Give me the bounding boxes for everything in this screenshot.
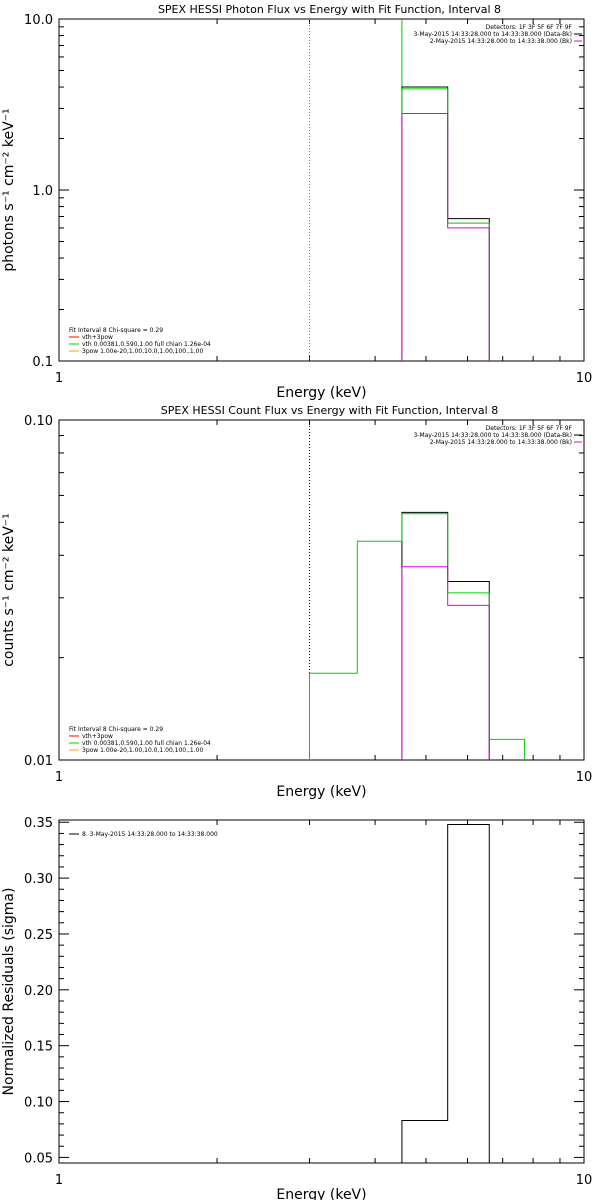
x-tick-label: 10: [576, 1173, 593, 1188]
chart-title: SPEX HESSI Count Flux vs Energy with Fit…: [161, 404, 498, 417]
y-tick-label: 0.15: [24, 1040, 53, 1055]
count-flux-panel: 1 10 0.01 0.10 SPEX HESSI Count Flux vs Ener…: [1, 404, 592, 800]
legend-entry: 3pow 1.00e-20,1.00,10.0,1.00,100.,1.00: [82, 348, 203, 355]
series-green-histogram: [401, 88, 490, 361]
x-tick-label: 1: [55, 371, 63, 386]
x-tick-label: 1: [55, 1173, 63, 1188]
y-tick-label: 10.0: [24, 13, 53, 28]
legend-right: Detectors: 1F 3F 5F 6F 7F 9F3-May-2015 1…: [413, 24, 582, 45]
legend-entry: 3-May-2015 14:33:28.000 to 14:33:38.000 …: [413, 432, 572, 439]
y-axis-label: photons s⁻¹ cm⁻² keV⁻¹: [1, 108, 17, 271]
legend-header: Fit Interval 8 Chi-square = 0.29: [69, 327, 163, 334]
x-tick-label: 1: [55, 770, 63, 785]
legend-right: Detectors: 1F 3F 5F 6F 7F 9F3-May-2015 1…: [413, 425, 582, 446]
legend-left: 8. 3-May-2015 14:33:28.000 to 14:33:38.0…: [69, 831, 218, 838]
series-black-histogram: [401, 823, 490, 1163]
legend-header: Detectors: 1F 3F 5F 6F 7F 9F: [486, 425, 573, 432]
y-tick-label: 0.30: [24, 872, 53, 887]
series-black-histogram: [401, 86, 490, 361]
legend-entry: vth+3pow: [82, 334, 113, 341]
legend-entry: 2-May-2015 14:33:28.000 to 14:33:38.000 …: [430, 38, 572, 45]
legend-entry: vth 0.00381,0.590,1.00 full chian 1.26e-…: [82, 740, 211, 747]
count-flux-data: [308, 420, 525, 760]
y-tick-label: 1.0: [32, 184, 53, 199]
plot-frame: [58, 18, 585, 362]
y-tick-label: 0.25: [24, 928, 53, 943]
plot-frame: [58, 819, 585, 1164]
residuals-data: [401, 823, 490, 1163]
series-magenta-histogram: [401, 113, 490, 361]
residuals-panel: 1 10 0.05 0.10 0.15 0.20 0.25 0.30 0.35 Energy (k…: [1, 816, 592, 1200]
legend-entry: vth 0.00381,0.590,1.00 full chian 1.26e-…: [82, 341, 211, 348]
y-tick-label: 0.20: [24, 984, 53, 999]
x-tick-label: 10: [576, 770, 593, 785]
photon-flux-data: [308, 19, 490, 361]
legend-entry: vth+3pow: [82, 733, 113, 740]
photon-flux-panel: 1 10 0.1 1.0 10.0 SPEX HESSI Photon Flux vs E…: [1, 3, 592, 401]
x-axis-label: Energy (keV): [276, 1187, 366, 1200]
y-tick-label: 0.10: [24, 414, 53, 429]
y-tick-label: 0.35: [24, 816, 53, 831]
series-green-histogram: [308, 513, 525, 760]
x-axis-label: Energy (keV): [276, 784, 366, 800]
series-magenta-histogram: [401, 566, 490, 760]
y-tick-label: 0.1: [32, 355, 53, 370]
plot-frame: [58, 419, 585, 761]
y-axis-label: counts s⁻¹ cm⁻² keV⁻¹: [1, 513, 17, 667]
legend-header: Detectors: 1F 3F 5F 6F 7F 9F: [486, 24, 573, 31]
series-black-histogram: [401, 511, 490, 760]
y-tick-label: 0.10: [24, 1096, 53, 1111]
y-axis-label: Normalized Residuals (sigma): [1, 888, 17, 1096]
chart-title: SPEX HESSI Photon Flux vs Energy with Fi…: [158, 3, 501, 16]
legend-entry: 3-May-2015 14:33:28.000 to 14:33:38.000 …: [413, 31, 572, 38]
x-tick-label: 10: [576, 371, 593, 386]
legend-left: Fit Interval 8 Chi-square = 0.29vth+3pow…: [69, 327, 211, 355]
legend-header: Fit Interval 8 Chi-square = 0.29: [69, 726, 163, 733]
legend-entry: 3pow 1.00e-20,1.00,10.0,1.00,100.,1.00: [82, 747, 203, 754]
x-axis-label: Energy (keV): [276, 385, 366, 401]
legend-entry: 2-May-2015 14:33:28.000 to 14:33:38.000 …: [430, 439, 572, 446]
y-tick-label: 0.05: [24, 1151, 53, 1166]
legend-left: Fit Interval 8 Chi-square = 0.29vth+3pow…: [69, 726, 211, 754]
y-tick-label: 0.01: [24, 754, 53, 769]
legend-entry: 8. 3-May-2015 14:33:28.000 to 14:33:38.0…: [82, 831, 218, 838]
